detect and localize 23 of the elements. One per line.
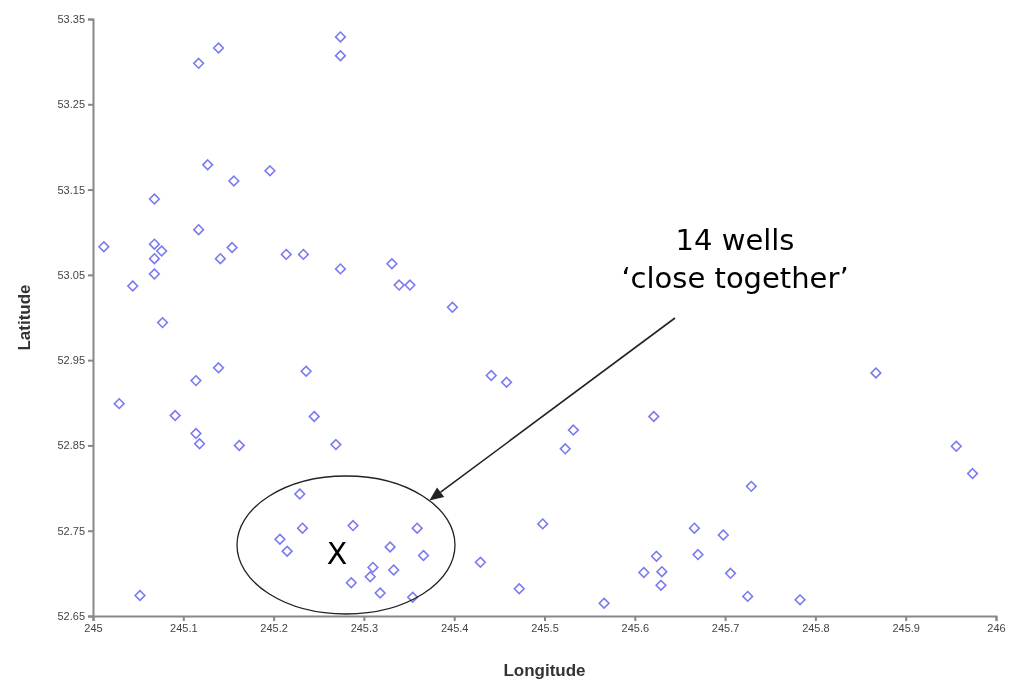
x-tick-label: 245.3 — [350, 621, 379, 634]
y-tick-label: 53.05 — [57, 268, 85, 281]
x-tick-label: 245.4 — [440, 621, 469, 634]
annotation: X — [326, 535, 348, 571]
x-tick-label: 245 — [84, 621, 103, 634]
annotation: 14 wells ‘close together’ — [621, 223, 849, 295]
y-tick-label: 52.95 — [57, 354, 85, 367]
x-tick-label: 245.2 — [260, 621, 288, 634]
x-tick-label: 245.9 — [892, 621, 920, 634]
x-axis-title: Longitude — [503, 661, 586, 680]
x-tick-label: 245.6 — [621, 621, 650, 634]
y-tick-label: 52.65 — [57, 610, 85, 623]
y-axis-title: Latitude — [15, 284, 34, 351]
y-tick-label: 52.75 — [57, 524, 85, 537]
x-tick-label: 246 — [987, 621, 1006, 634]
y-tick-label: 53.15 — [57, 183, 85, 196]
x-tick-label: 245.8 — [802, 621, 830, 634]
x-tick-label: 245.7 — [711, 621, 740, 634]
x-tick-label: 245.5 — [531, 621, 559, 634]
x-tick-label: 245.1 — [170, 621, 198, 634]
y-tick-label: 53.25 — [57, 98, 85, 111]
y-tick-label: 53.35 — [57, 13, 85, 26]
y-tick-label: 52.85 — [57, 439, 85, 452]
